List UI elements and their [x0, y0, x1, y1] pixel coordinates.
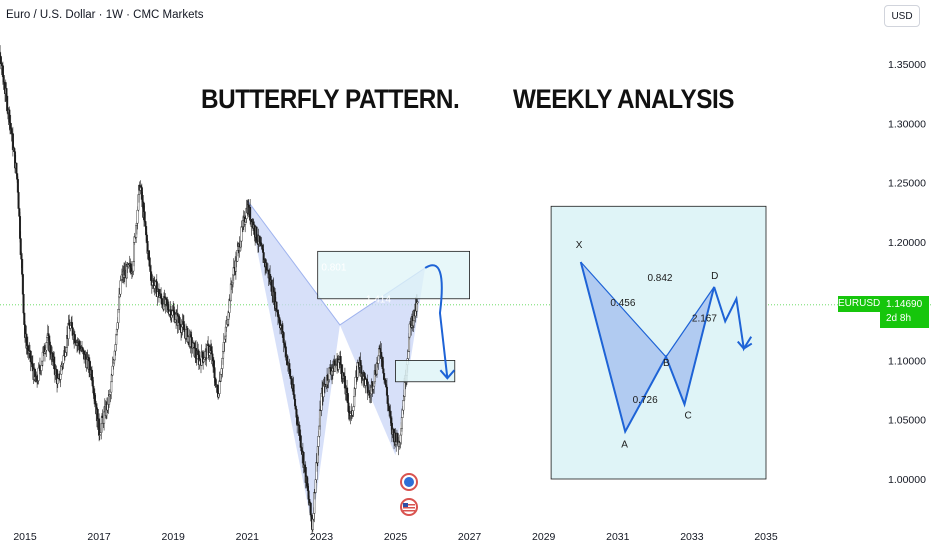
- candle-body: [384, 379, 387, 385]
- symbol-price-tag: EURUSD: [838, 296, 880, 312]
- x-tick-label: 2015: [13, 531, 37, 543]
- example-triangle-bcd: [666, 286, 715, 405]
- x-tick-label: 2021: [236, 531, 260, 543]
- y-tick-label: 1.35000: [888, 59, 926, 71]
- example-pattern-zone: [550, 205, 767, 480]
- x-tick-label: 2027: [458, 531, 482, 543]
- example-point-label: D: [711, 271, 718, 282]
- example-triangle-xab: [580, 262, 666, 432]
- pattern-ratio-label: 0.801: [321, 262, 346, 273]
- candle-body: [118, 296, 121, 310]
- y-tick-label: 1.30000: [888, 118, 926, 130]
- candle-body: [40, 364, 43, 371]
- candle-body: [255, 226, 258, 241]
- example-point-label: A: [621, 440, 628, 451]
- headline-pattern: BUTTERFLY PATTERN.: [201, 84, 460, 114]
- y-axis[interactable]: 1.350001.300001.250001.200001.150001.100…: [888, 59, 926, 486]
- x-tick-label: 2033: [680, 531, 704, 543]
- y-tick-label: 1.25000: [888, 178, 926, 190]
- y-tick-label: 1.20000: [888, 237, 926, 249]
- candle-body: [339, 356, 342, 365]
- example-ratio-label: 0.726: [633, 395, 658, 406]
- candle-body: [143, 211, 146, 222]
- x-tick-label: 2025: [384, 531, 408, 543]
- candle-body: [201, 351, 204, 358]
- candle-body: [17, 192, 20, 209]
- candle-body: [16, 179, 19, 193]
- candle-body: [383, 373, 386, 380]
- candle-body: [110, 381, 113, 393]
- candle-body: [94, 400, 97, 405]
- example-butterfly: X A B C D 0.842 0.456 2.167 0.726: [576, 240, 753, 451]
- candle-body: [416, 301, 419, 304]
- y-tick-label: 1.00000: [888, 474, 926, 486]
- candle-body: [136, 209, 139, 224]
- example-point-label: B: [663, 358, 670, 369]
- arrow-head-icon: [439, 369, 456, 380]
- candle-body: [21, 274, 24, 295]
- candle-body: [133, 242, 136, 262]
- symbol-title: Euro / U.S. Dollar · 1W · CMC Markets: [6, 9, 204, 21]
- candle-body: [347, 402, 350, 412]
- pattern-ratio-label: 1.414: [366, 294, 391, 305]
- news-events[interactable]: [400, 473, 418, 516]
- y-tick-label: 1.10000: [888, 355, 926, 367]
- candle-body: [22, 294, 25, 314]
- pattern-triangle-xab: [247, 200, 340, 527]
- candle-body: [299, 435, 302, 448]
- y-tick-label: 1.05000: [888, 415, 926, 427]
- candle-body: [402, 400, 405, 411]
- candle-body: [261, 245, 264, 250]
- last-price: 1.14690: [886, 299, 923, 310]
- candle-body: [202, 358, 205, 362]
- forecast-arrow: [424, 264, 449, 379]
- candlesticks: [0, 45, 419, 535]
- x-tick-label: 2017: [87, 531, 111, 543]
- candle-body: [407, 351, 410, 359]
- candle-body: [21, 259, 24, 275]
- example-xbd-line: [580, 261, 715, 358]
- candle-body: [249, 207, 252, 221]
- x-axis: 2015 2017 2019 2021 2023 2025 2027 2029 2031 2033…: [13, 531, 778, 543]
- prz-box: [317, 250, 471, 300]
- candle-body: [218, 380, 221, 394]
- candle-body: [15, 162, 18, 174]
- x-tick-label: 2029: [532, 531, 556, 543]
- example-arrow-head-icon: [737, 340, 753, 350]
- candle-body: [318, 409, 321, 427]
- example-point-label: X: [576, 240, 583, 251]
- x-tick-label: 2031: [606, 531, 630, 543]
- example-ratio-label: 0.842: [647, 273, 672, 284]
- headline-analysis: WEEKLY ANALYSIS: [513, 84, 735, 114]
- candle-body: [119, 280, 122, 295]
- candle-body: [353, 396, 356, 407]
- x-tick-label: 2035: [754, 531, 778, 543]
- candle-body: [400, 417, 403, 429]
- example-ratio-label: 0.456: [610, 298, 635, 309]
- last-price-tag: 1.14690 2d 8h: [880, 296, 929, 328]
- bar-countdown: 2d 8h: [886, 313, 912, 324]
- x-tick-label: 2023: [310, 531, 334, 543]
- currency-button[interactable]: USD: [884, 5, 920, 27]
- candle-body: [59, 373, 62, 380]
- candle-body: [13, 148, 16, 152]
- candle-body: [214, 377, 217, 386]
- prz-zones: 0.801 1.414: [317, 250, 471, 383]
- example-ratio-label: 2.167: [692, 313, 717, 324]
- candle-body: [382, 368, 385, 374]
- candle-body: [309, 502, 312, 516]
- example-projection: [713, 286, 753, 352]
- x-tick-label: 2019: [162, 531, 186, 543]
- candle-body: [62, 355, 65, 364]
- example-point-label: C: [684, 410, 691, 421]
